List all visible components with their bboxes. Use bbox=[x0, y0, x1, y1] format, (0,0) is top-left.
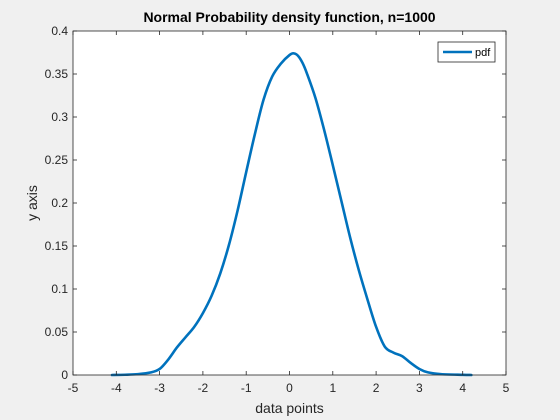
x-tick-label: 4 bbox=[459, 381, 466, 395]
x-tick-label: -1 bbox=[241, 381, 252, 395]
y-tick-label: 0 bbox=[61, 368, 68, 382]
y-tick-label: 0.35 bbox=[45, 67, 69, 81]
x-axis-label: data points bbox=[255, 400, 324, 416]
y-axis-label: y axis bbox=[24, 185, 40, 221]
x-tick-label: -4 bbox=[111, 381, 122, 395]
legend: pdf bbox=[437, 41, 496, 63]
x-tick-label: 3 bbox=[416, 381, 423, 395]
x-axis-ticks: -5 -4 -3 -2 -1 0 1 2 3 4 5 bbox=[68, 31, 510, 395]
y-tick-label: 0.05 bbox=[45, 325, 69, 339]
y-tick-label: 0.25 bbox=[45, 153, 69, 167]
y-tick-label: 0.2 bbox=[51, 196, 68, 210]
x-tick-label: -5 bbox=[68, 381, 79, 395]
x-tick-label: -2 bbox=[198, 381, 209, 395]
chart-title: Normal Probability density function, n=1… bbox=[143, 9, 435, 25]
x-tick-label: -3 bbox=[154, 381, 165, 395]
y-tick-label: 0.4 bbox=[51, 24, 68, 38]
legend-label-pdf: pdf bbox=[475, 47, 491, 59]
y-axis-ticks: 0 0.05 0.1 0.15 0.2 0.25 0.3 0.35 0.4 bbox=[45, 24, 506, 382]
x-tick-label: 5 bbox=[503, 381, 510, 395]
plot-area bbox=[73, 31, 506, 375]
x-tick-label: 1 bbox=[329, 381, 336, 395]
x-tick-label: 2 bbox=[373, 381, 380, 395]
series-line-pdf bbox=[110, 52, 473, 377]
x-tick-label: 0 bbox=[286, 381, 293, 395]
y-tick-label: 0.15 bbox=[45, 239, 69, 253]
y-tick-label: 0.3 bbox=[51, 110, 68, 124]
y-tick-label: 0.1 bbox=[51, 282, 68, 296]
series-layer bbox=[110, 52, 473, 377]
